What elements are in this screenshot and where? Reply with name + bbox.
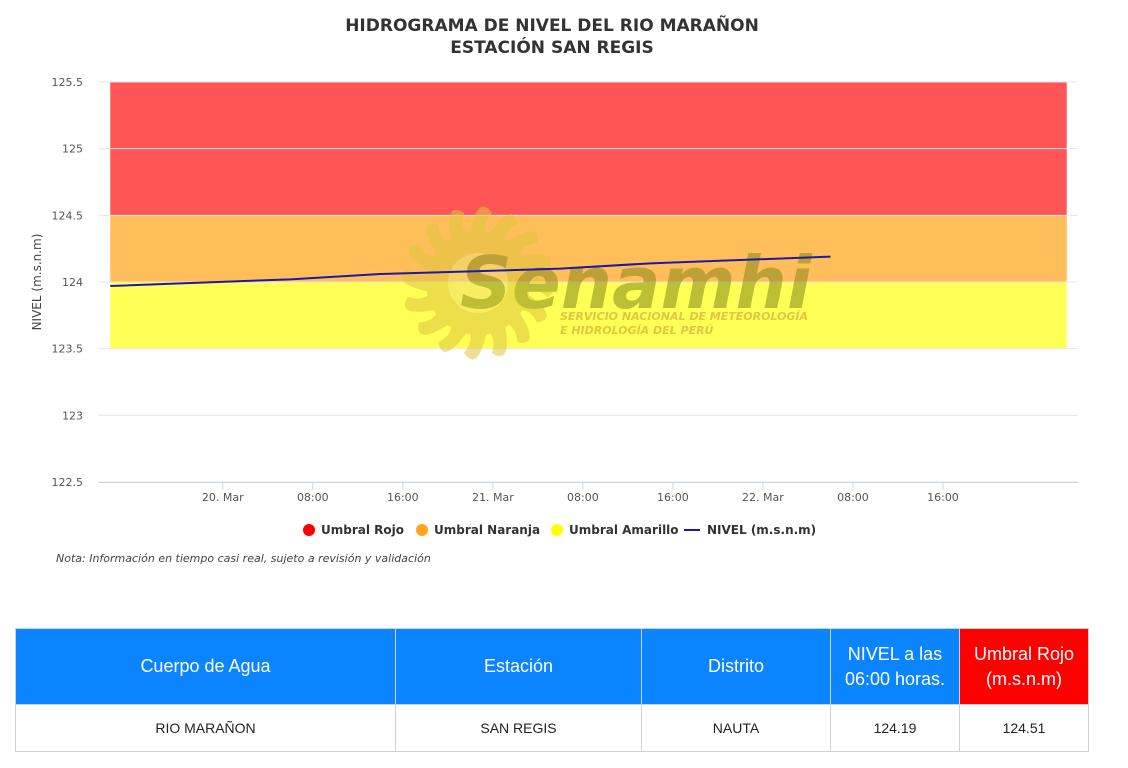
legend-label: Umbral Naranja [434, 523, 540, 537]
x-tick-label: 16:00 [387, 491, 419, 504]
series-layer [110, 255, 831, 287]
sun-ray [401, 269, 430, 292]
header-district: Distrito [641, 628, 831, 705]
header-station: Estación [395, 628, 642, 705]
x-tick-label: 08:00 [297, 491, 329, 504]
sun-ray [409, 243, 438, 273]
legend-marker-1 [416, 524, 428, 536]
y-tick-label: 124.5 [52, 209, 84, 222]
sun-ray [449, 209, 468, 243]
table-header-row: Cuerpo de Agua Estación Distrito NIVEL a… [15, 628, 1089, 705]
cell-red-threshold: 124.51 [959, 704, 1089, 752]
header-level: NIVEL a las 06:00 horas. [830, 628, 960, 705]
sun-ray [469, 206, 492, 235]
sun-ray [464, 331, 487, 360]
sun-ray [518, 293, 547, 323]
note-text: Nota: Información en tiempo casi real, s… [56, 552, 431, 565]
station-table: Cuerpo de Agua Estación Distrito NIVEL a… [15, 628, 1089, 752]
sun-ray [404, 293, 438, 312]
cell-level: 124.19 [830, 704, 960, 752]
sun-ray [505, 231, 538, 256]
x-tick-label: 16:00 [657, 491, 689, 504]
legend-label: NIVEL (m.s.n.m) [707, 523, 816, 537]
legend-label: Umbral Rojo [321, 523, 404, 537]
chart-svg: Senamhi SERVICIO NACIONAL DE METEOROLOGÍ… [30, 13, 1078, 537]
legend-label: Umbral Amarillo [569, 523, 679, 537]
x-tick-label: 20. Mar [202, 491, 244, 504]
y-tick-label: 122.5 [52, 476, 84, 489]
cell-water-body: RIO MARAÑON [15, 704, 396, 752]
sun-ray [488, 214, 518, 243]
band-umbral-amarillo [110, 282, 1067, 349]
x-tick-label: 08:00 [837, 491, 869, 504]
hydrograph-chart: Senamhi SERVICIO NACIONAL DE METEOROLOGÍ… [30, 13, 1078, 537]
cell-station: SAN REGIS [395, 704, 642, 752]
y-tick-label: 125 [62, 143, 83, 156]
y-tick-label: 125.5 [52, 76, 84, 89]
sun-ray [426, 223, 451, 256]
sun-ray [488, 323, 507, 357]
watermark-line1: SERVICIO NACIONAL DE METEOROLOGÍA [560, 310, 808, 323]
header-water-body: Cuerpo de Agua [15, 628, 396, 705]
sun-ray [518, 254, 552, 273]
legend-marker-0 [303, 524, 315, 536]
chart-title: HIDROGRAMA DE NIVEL DEL RIO MARAÑON [345, 13, 759, 36]
legend: Umbral Rojo Umbral Naranja Umbral Amarillo… [303, 523, 816, 537]
cell-district: NAUTA [641, 704, 831, 752]
watermark-brand: Senamhi [460, 241, 813, 325]
x-tick-label: 16:00 [927, 491, 959, 504]
x-tick-label: 08:00 [567, 491, 599, 504]
legend-marker-2 [551, 524, 563, 536]
sun-ray [505, 310, 530, 343]
sun-ray [526, 274, 555, 297]
sun-logo-icon [401, 206, 555, 360]
header-red-threshold: Umbral Rojo (m.s.n.m) [959, 628, 1089, 705]
y-tick-label: 124 [62, 276, 83, 289]
senamhi-watermark: Senamhi SERVICIO NACIONAL DE METEOROLOGÍ… [401, 206, 813, 360]
x-tick-label: 22. Mar [742, 491, 784, 504]
sun-ray [438, 323, 468, 352]
x-tick-label: 21. Mar [472, 491, 514, 504]
table-row: RIO MARAÑON SAN REGIS NAUTA 124.19 124.5… [15, 704, 1089, 752]
y-tick-label: 123.5 [52, 343, 84, 356]
chart-subtitle: ESTACIÓN SAN REGIS [450, 36, 653, 58]
axes: 122.5 123 123.5 124 124.5 125 125.5 20. Mar 08:0… [52, 76, 1078, 504]
y-axis-label: NIVEL (m.s.n.m) [30, 234, 44, 331]
sun-ray [418, 310, 451, 335]
y-tick-label: 123 [62, 409, 83, 422]
band-umbral-naranja [110, 215, 1067, 282]
series-line-nivel [110, 255, 831, 287]
watermark-line2: E HIDROLOGÍA DEL PERÚ [560, 324, 714, 337]
